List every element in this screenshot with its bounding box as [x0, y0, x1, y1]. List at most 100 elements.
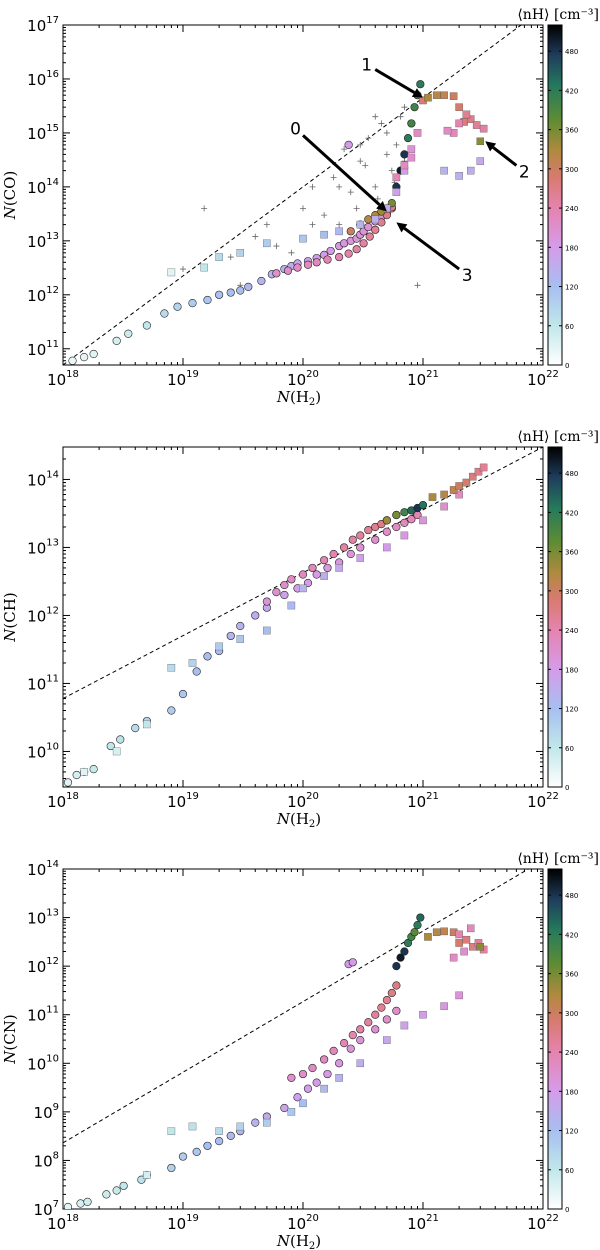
model-point-square	[392, 188, 401, 196]
observation-cross	[288, 249, 295, 256]
model-point-square	[143, 1171, 151, 1179]
model-point-square	[455, 172, 463, 180]
model-point-square	[440, 927, 448, 936]
model-point-circle	[303, 260, 313, 269]
annotation-arrowhead	[396, 222, 408, 233]
colorbar-tick-label: 360	[565, 971, 578, 979]
model-point-square	[188, 1122, 197, 1131]
model-point-square	[400, 1021, 409, 1030]
x-tick-label: 1020	[287, 1213, 319, 1233]
reference-line	[63, 869, 530, 1144]
colorbar-gradient	[547, 24, 563, 366]
model-point-square	[467, 924, 475, 933]
axis-ticks	[62, 24, 544, 366]
model-point-circle	[403, 134, 413, 143]
model-point-square	[432, 91, 441, 99]
model-point-circle	[83, 1197, 92, 1207]
model-point-circle	[244, 282, 253, 292]
x-tick-label: 1021	[407, 1213, 439, 1233]
annotation-arrowhead	[376, 201, 387, 212]
y-tick-label: 1014	[27, 177, 59, 197]
model-point-circle	[173, 302, 182, 311]
model-point-circle	[142, 321, 151, 330]
model-point-square	[469, 943, 477, 951]
axis-ticks	[62, 868, 544, 1210]
colorbar-tick-label: 300	[565, 166, 578, 174]
model-point-circle	[312, 570, 321, 579]
model-point-circle	[364, 222, 373, 232]
model-point-square	[462, 935, 471, 944]
y-tick-label: 1016	[27, 69, 59, 89]
model-point-square	[428, 493, 437, 501]
observation-cross	[374, 195, 381, 202]
plot-frame	[62, 868, 544, 1210]
model-point-square	[236, 635, 245, 643]
model-point-square	[440, 490, 448, 499]
x-tick-label: 1020	[287, 791, 319, 811]
model-point-square	[356, 554, 365, 562]
observation-cross	[401, 104, 408, 111]
model-point-circle	[392, 522, 401, 532]
model-point-square	[287, 1108, 296, 1116]
model-point-circle	[371, 225, 380, 234]
model-point-square	[215, 1127, 223, 1135]
model-point-circle	[344, 249, 353, 258]
observation-cross	[357, 158, 364, 165]
observation-cross	[357, 141, 364, 148]
observation-cross	[414, 282, 421, 289]
y-tick-label: 1012	[27, 605, 59, 625]
model-point-square	[112, 747, 121, 756]
plot-frame	[62, 446, 544, 788]
annotation-arrowhead	[485, 141, 497, 152]
observation-cross	[393, 141, 400, 148]
model-point-square	[474, 467, 483, 476]
model-point-square	[356, 1059, 365, 1068]
y-tick-label: 109	[34, 1102, 59, 1122]
colorbar: 0 60 120 180 240 300 360 420 480 ⟨nH⟩ [cm⁻³]	[517, 7, 599, 370]
model-point-square	[167, 664, 176, 672]
colorbar-tick-label: 480	[565, 48, 578, 56]
y-tick-label: 1011	[27, 339, 59, 359]
y-axis-label: N(CO)	[1, 171, 19, 221]
model-point-square	[455, 939, 463, 947]
model-point-circle	[346, 227, 355, 236]
model-point-square	[263, 626, 271, 635]
model-point-circle	[124, 329, 133, 338]
model-point-square	[215, 253, 223, 261]
model-point-square	[335, 1074, 343, 1082]
model-point-square	[440, 91, 448, 99]
model-point-square	[356, 220, 365, 229]
model-point-circle	[413, 920, 422, 930]
y-tick-label: 1017	[27, 15, 59, 35]
observation-cross	[309, 183, 316, 190]
model-point-circle	[192, 667, 201, 676]
colorbar-tick-label: 60	[565, 745, 574, 753]
model-point-circle	[80, 353, 89, 362]
model-point-circle	[400, 508, 409, 517]
model-point-circle	[203, 295, 212, 305]
model-point-circle	[188, 299, 197, 308]
y-tick-label: 1010	[27, 741, 59, 761]
observation-cross	[347, 189, 354, 196]
colorbar-tick-label: 480	[565, 470, 578, 478]
model-point-circle	[112, 336, 121, 345]
model-point-circle	[312, 1078, 321, 1087]
model-point-circle	[303, 1084, 313, 1093]
model-point-circle	[392, 981, 401, 990]
y-tick-label: 1011	[27, 673, 59, 693]
model-point-circle	[272, 588, 281, 597]
model-point-circle	[344, 140, 353, 149]
model-point-circle	[407, 515, 416, 524]
x-tick-label: 1020	[287, 369, 319, 389]
colorbar-tick-label: 360	[565, 127, 578, 135]
model-point-circle	[382, 527, 391, 536]
model-point-circle	[371, 1010, 380, 1019]
model-point-circle	[364, 525, 373, 535]
model-point-circle	[348, 958, 357, 967]
model-point-square	[424, 933, 432, 941]
model-point-circle	[226, 1131, 235, 1140]
model-point-square	[392, 173, 401, 182]
model-point-circle	[359, 239, 368, 248]
x-tick-label: 1021	[407, 369, 439, 389]
